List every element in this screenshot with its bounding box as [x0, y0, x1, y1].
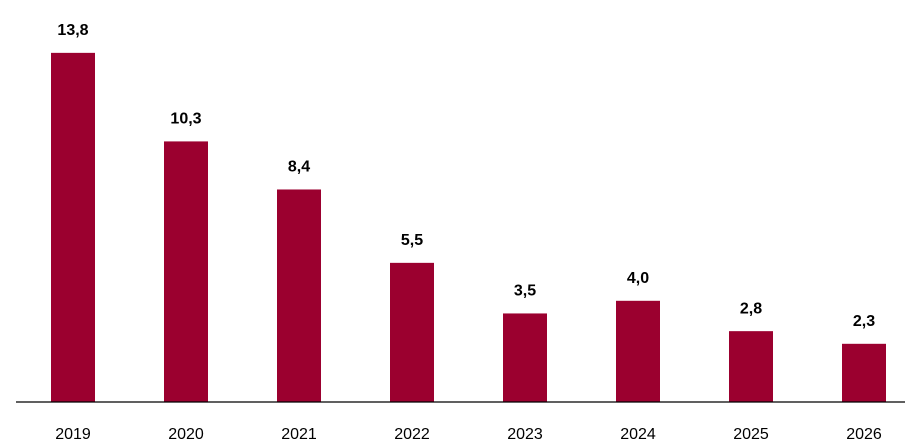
value-label: 10,3: [170, 111, 201, 128]
x-tick-label: 2024: [620, 426, 656, 443]
bar: [277, 189, 321, 402]
x-tick-label: 2019: [55, 426, 91, 443]
value-label: 3,5: [514, 283, 536, 300]
bar: [503, 313, 547, 402]
x-tick-label: 2025: [733, 426, 769, 443]
x-tick-label: 2021: [281, 426, 317, 443]
bar: [842, 343, 886, 402]
value-label: 8,4: [288, 159, 310, 176]
value-label: 5,5: [401, 232, 423, 249]
value-label: 4,0: [627, 270, 649, 287]
bar: [164, 141, 208, 402]
bar: [51, 52, 95, 403]
value-label: 2,3: [853, 313, 875, 330]
x-tick-label: 2026: [846, 426, 882, 443]
bar: [729, 331, 773, 402]
value-label: 2,8: [740, 300, 762, 317]
bar: [390, 262, 434, 402]
x-tick-label: 2020: [168, 426, 204, 443]
value-label: 13,8: [57, 22, 88, 39]
x-tick-label: 2022: [394, 426, 430, 443]
bar: [616, 300, 660, 402]
x-tick-label: 2023: [507, 426, 543, 443]
